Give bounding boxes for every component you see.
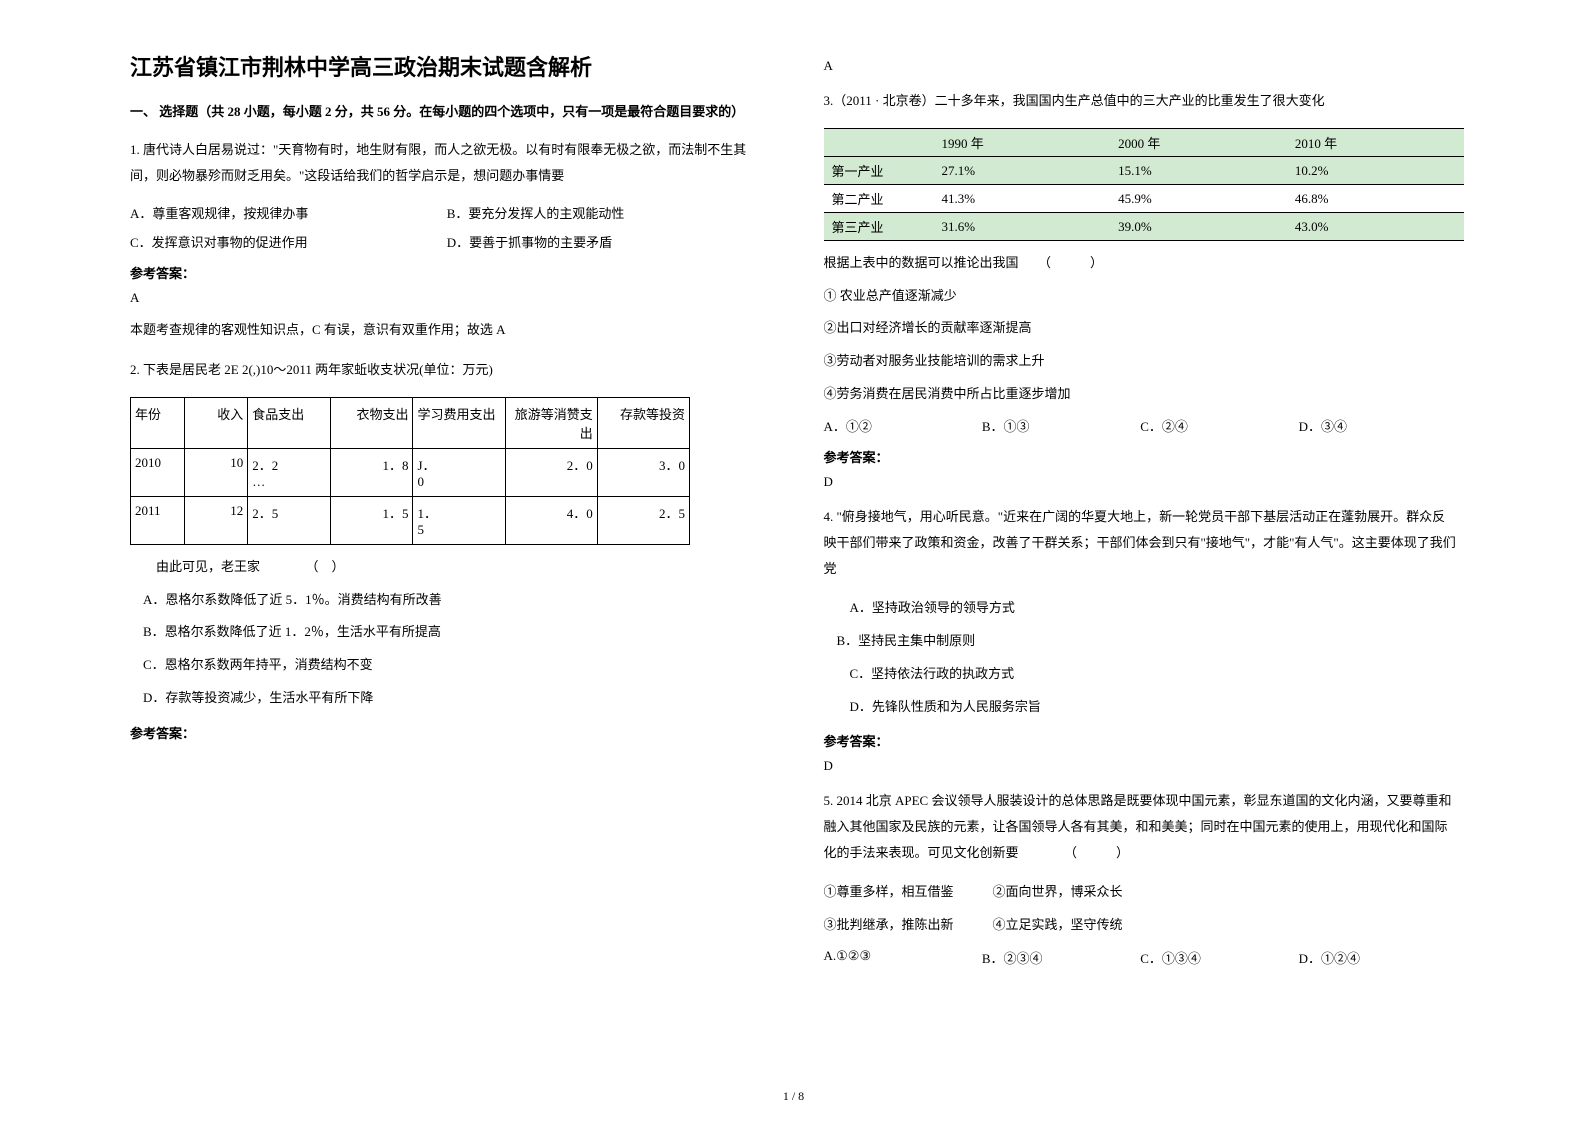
q2-table-row: 2011 12 2．5 1．5 1． 5 4．0 2．5: [131, 497, 690, 545]
q3-answer: D: [824, 474, 1458, 490]
q1-option-c: C．发挥意识对事物的促进作用: [130, 232, 447, 251]
q2-r0c5: 2．0: [505, 449, 597, 497]
q2-r0c2: 2．2 …: [248, 449, 331, 497]
q1-option-a: A．尊重客观规律，按规律办事: [130, 203, 447, 222]
q3-r2c2: 39.0%: [1110, 213, 1287, 241]
q3-option-c: C．②④: [1140, 416, 1298, 435]
q1-option-b: B．要充分发挥人的主观能动性: [447, 203, 764, 222]
q2-h6: 存款等投资: [597, 398, 689, 449]
q5-s1: ①尊重多样，相互借鉴 ②面向世界，博采众长: [824, 880, 1458, 905]
left-column: 江苏省镇江市荆林中学高三政治期末试题含解析 一、 选择题（共 28 小题，每小题…: [100, 50, 794, 1092]
q2-answer-label: 参考答案：: [130, 723, 764, 742]
q2-r0c3: 1．8: [330, 449, 413, 497]
q2-table-row: 2010 10 2．2 … 1．8 J． 0 2．0 3．0: [131, 449, 690, 497]
q2-sub: 由此可见，老王家 （ ）: [130, 555, 764, 580]
q3-option-b: B．①③: [982, 416, 1140, 435]
q3-r0c0: 第一产业: [824, 157, 934, 185]
q2-r1c0: 2011: [131, 497, 185, 545]
q3-r0c1: 27.1%: [934, 157, 1111, 185]
q3-r1c0: 第二产业: [824, 185, 934, 213]
q2-r1c3: 1．5: [330, 497, 413, 545]
q3-r2c1: 31.6%: [934, 213, 1111, 241]
q3-table-row: 第二产业 41.3% 45.9% 46.8%: [824, 185, 1464, 213]
q2-option-c: C．恩格尔系数两年持平，消费结构不变: [130, 653, 764, 678]
q3-r0c2: 15.1%: [1110, 157, 1287, 185]
page-number: 1 / 8: [783, 1089, 804, 1104]
q2-r1c5: 4．0: [505, 497, 597, 545]
q2-table-header: 年份 收入 食品支出 衣物支出 学习费用支出 旅游等消赞支出 存款等投资: [131, 398, 690, 449]
q4-option-c: C．坚持依法行政的执政方式: [824, 662, 1458, 687]
q3-s2: ②出口对经济增长的贡献率逐渐提高: [824, 316, 1458, 341]
q5-s2: ③批判继承，推陈出新 ④立足实践，坚守传统: [824, 913, 1458, 938]
q3-r1c3: 46.8%: [1287, 185, 1464, 213]
q3-table-row: 第一产业 27.1% 15.1% 10.2%: [824, 157, 1464, 185]
q5-option-d: D．①②④: [1299, 948, 1457, 967]
q3-answer-label: 参考答案：: [824, 447, 1458, 466]
q2-option-a: A．恩格尔系数降低了近 5．1％。消费结构有所改善: [130, 588, 764, 613]
q5-option-b: B．②③④: [982, 948, 1140, 967]
q3-r1c2: 45.9%: [1110, 185, 1287, 213]
q2-answer: A: [824, 58, 1458, 74]
q3-r0c3: 10.2%: [1287, 157, 1464, 185]
q3-option-a: A．①②: [824, 416, 982, 435]
document-title: 江苏省镇江市荆林中学高三政治期末试题含解析: [130, 50, 764, 82]
q4-answer-label: 参考答案：: [824, 731, 1458, 750]
q2-r1c1: 12: [185, 497, 248, 545]
q2-table: 年份 收入 食品支出 衣物支出 学习费用支出 旅游等消赞支出 存款等投资 201…: [130, 397, 690, 545]
q2-r0c4: J． 0: [413, 449, 505, 497]
q2-stem: 2. 下表是居民老 2E 2(,)10～2011 两年家蚯收支状况(单位：万元): [130, 357, 764, 383]
q3-r1c1: 41.3%: [934, 185, 1111, 213]
q2-option-d: D．存款等投资减少，生活水平有所下降: [130, 686, 764, 711]
q1-stem: 1. 唐代诗人白居易说过："天育物有时，地生财有限，而人之欲无极。以有时有限奉无…: [130, 137, 764, 189]
q4-option-d: D．先锋队性质和为人民服务宗旨: [824, 695, 1458, 720]
q2-h1: 收入: [185, 398, 248, 449]
q3-h2: 2000 年: [1110, 129, 1287, 157]
q2-r0c1: 10: [185, 449, 248, 497]
q2-r1c6: 2．5: [597, 497, 689, 545]
q2-r1c4: 1． 5: [413, 497, 505, 545]
q4-answer: D: [824, 758, 1458, 774]
q1-option-d: D．要善于抓事物的主要矛盾: [447, 232, 764, 251]
q5-option-a: A.①②③: [824, 948, 982, 967]
q2-option-b: B．恩格尔系数降低了近 1．2％，生活水平有所提高: [130, 620, 764, 645]
q2-r0c0: 2010: [131, 449, 185, 497]
q3-table: 1990 年 2000 年 2010 年 第一产业 27.1% 15.1% 10…: [824, 128, 1464, 241]
q3-r2c0: 第三产业: [824, 213, 934, 241]
q2-r1c2: 2．5: [248, 497, 331, 545]
q3-sub: 根据上表中的数据可以推论出我国 （ ）: [824, 251, 1458, 276]
right-column: A 3.（2011 · 北京卷）二十多年来，我国国内生产总值中的三大产业的比重发…: [794, 50, 1488, 1092]
q3-s3: ③劳动者对服务业技能培训的需求上升: [824, 349, 1458, 374]
q3-options: A．①② B．①③ C．②④ D．③④: [824, 416, 1458, 435]
q2-h5: 旅游等消赞支出: [505, 398, 597, 449]
q3-s1: ① 农业总产值逐渐减少: [824, 284, 1458, 309]
q5-stem: 5. 2014 北京 APEC 会议领导人服装设计的总体思路是既要体现中国元素，…: [824, 788, 1458, 866]
section-heading: 一、 选择题（共 28 小题，每小题 2 分，共 56 分。在每小题的四个选项中…: [130, 100, 764, 123]
q2-h2: 食品支出: [248, 398, 331, 449]
q3-h0: [824, 129, 934, 157]
q1-answer: A: [130, 290, 764, 306]
q1-answer-label: 参考答案：: [130, 263, 764, 282]
q2-h0: 年份: [131, 398, 185, 449]
q3-table-row: 第三产业 31.6% 39.0% 43.0%: [824, 213, 1464, 241]
q2-h3: 衣物支出: [330, 398, 413, 449]
q2-r0c6: 3．0: [597, 449, 689, 497]
q3-s4: ④劳务消费在居民消费中所占比重逐步增加: [824, 382, 1458, 407]
q2-h4: 学习费用支出: [413, 398, 505, 449]
q3-r2c3: 43.0%: [1287, 213, 1464, 241]
q5-options: A.①②③ B．②③④ C．①③④ D．①②④: [824, 948, 1458, 967]
q5-option-c: C．①③④: [1140, 948, 1298, 967]
q4-option-a: A．坚持政治领导的领导方式: [824, 596, 1458, 621]
q4-option-b: B．坚持民主集中制原则: [824, 629, 1458, 654]
q3-table-header: 1990 年 2000 年 2010 年: [824, 129, 1464, 157]
q4-stem: 4. "俯身接地气，用心听民意。"近来在广阔的华夏大地上，新一轮党员干部下基层活…: [824, 504, 1458, 582]
q1-options-row2: C．发挥意识对事物的促进作用 D．要善于抓事物的主要矛盾: [130, 232, 764, 251]
q3-h3: 2010 年: [1287, 129, 1464, 157]
q1-options-row1: A．尊重客观规律，按规律办事 B．要充分发挥人的主观能动性: [130, 203, 764, 222]
q3-h1: 1990 年: [934, 129, 1111, 157]
q3-stem: 3.（2011 · 北京卷）二十多年来，我国国内生产总值中的三大产业的比重发生了…: [824, 88, 1458, 114]
q1-explain: 本题考查规律的客观性知识点，C 有误，意识有双重作用；故选 A: [130, 318, 764, 343]
q3-option-d: D．③④: [1299, 416, 1457, 435]
